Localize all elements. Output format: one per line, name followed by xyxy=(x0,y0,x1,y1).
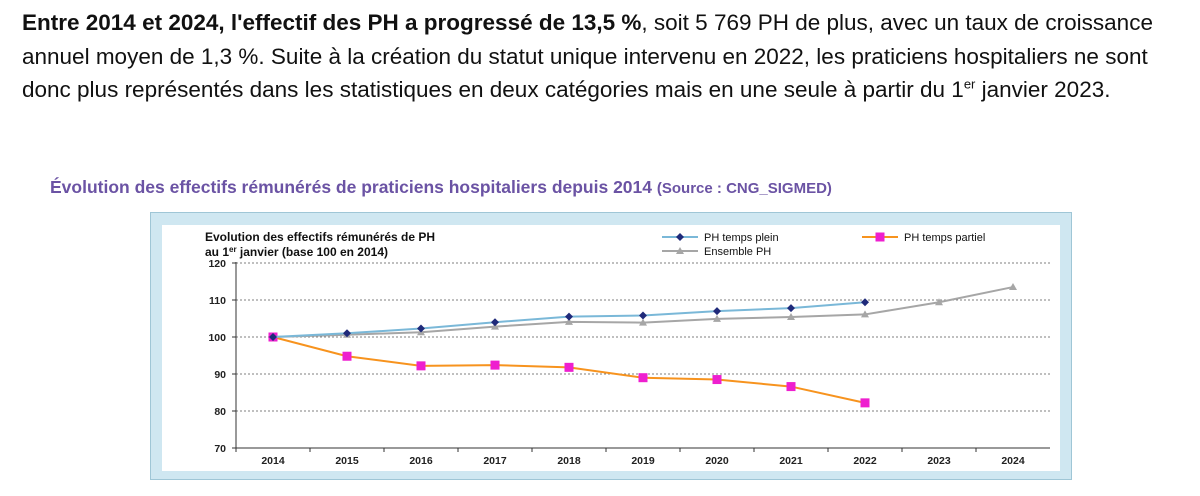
legend-marker-partiel xyxy=(875,232,885,242)
x-tick-label-2018: 2018 xyxy=(557,455,581,467)
x-tick-label-2014: 2014 xyxy=(261,455,285,467)
point-plein-2017 xyxy=(491,318,499,327)
chart-panel: Evolution des effectifs rémunérés de PH … xyxy=(162,225,1060,471)
x-tick-label-2017: 2017 xyxy=(483,455,507,467)
x-tick-label-2024: 2024 xyxy=(1001,455,1025,467)
chart-title-line1: Evolution des effectifs rémunérés de PH xyxy=(205,230,435,244)
point-plein-2016 xyxy=(417,324,425,333)
point-ensemble-2020 xyxy=(713,314,721,322)
chart-title-line2: au 1er janvier (base 100 en 2014) xyxy=(205,245,388,259)
legend-label-partiel: PH temps partiel xyxy=(904,232,985,244)
legend-marker-ensemble xyxy=(676,247,684,254)
y-tick-label: 100 xyxy=(208,332,226,344)
legend-label-ensemble: Ensemble PH xyxy=(704,246,771,258)
intro-superscript: er xyxy=(963,76,976,92)
chart-caption: Évolution des effectifs rémunérés de pra… xyxy=(50,177,832,198)
point-plein-2018 xyxy=(565,312,573,321)
caption-source: (Source : CNG_SIGMED) xyxy=(656,180,832,197)
line-chart: Evolution des effectifs rémunérés de PH … xyxy=(205,230,1050,467)
point-plein-2014 xyxy=(269,333,277,341)
point-ensemble-2021 xyxy=(787,313,795,321)
x-tick-label-2019: 2019 xyxy=(631,455,655,467)
intro-sentence: , soit 5 769 PH de plus, avec un taux de… xyxy=(22,10,1153,102)
point-plein-2019 xyxy=(639,311,647,320)
chart-title-line2-sup: er xyxy=(229,245,237,254)
y-tick-label: 80 xyxy=(214,406,226,418)
point-partiel-2018 xyxy=(564,362,574,372)
point-ensemble-2024 xyxy=(1009,283,1017,291)
chart-legend: PH temps plein PH temps partiel Ensemble P… xyxy=(662,232,985,258)
x-tick-label-2021: 2021 xyxy=(779,455,803,467)
point-partiel-2020 xyxy=(712,375,722,385)
y-tick-label: 110 xyxy=(209,295,226,307)
point-ensemble-2022 xyxy=(861,310,869,318)
y-tick-label: 70 xyxy=(214,443,226,455)
point-partiel-2017 xyxy=(490,360,500,370)
point-partiel-2021 xyxy=(786,382,796,392)
legend-label-plein: PH temps plein xyxy=(704,232,779,244)
legend-marker-plein xyxy=(676,233,684,241)
chart-ticks: 70 80 90 100 110 120 2014 2015 2016 2017 2018 2019 2… xyxy=(208,258,1024,467)
point-ensemble-2018 xyxy=(565,317,573,325)
x-tick-label-2020: 2020 xyxy=(705,455,729,467)
y-tick-label: 90 xyxy=(214,369,226,381)
point-plein-2021 xyxy=(787,304,795,313)
chart-title-line2-post: janvier (base 100 en 2014) xyxy=(237,245,388,259)
intro-tail: janvier 2023. xyxy=(975,77,1111,102)
x-tick-label-2023: 2023 xyxy=(927,455,951,467)
point-partiel-2019 xyxy=(638,373,648,383)
chart-grid xyxy=(232,262,1050,452)
intro-bold-lead: Entre 2014 et 2024, l'effectif des PH a … xyxy=(22,10,642,35)
intro-paragraph: Entre 2014 et 2024, l'effectif des PH a … xyxy=(22,6,1190,107)
x-tick-label-2022: 2022 xyxy=(853,455,877,467)
point-plein-2020 xyxy=(713,307,721,316)
point-ensemble-2023 xyxy=(935,298,943,306)
caption-title: Évolution des effectifs rémunérés de pra… xyxy=(50,177,653,197)
point-partiel-2016 xyxy=(416,361,426,371)
x-tick-label-2015: 2015 xyxy=(335,455,359,467)
point-partiel-2022 xyxy=(860,398,870,408)
chart-series xyxy=(268,283,1017,408)
x-tick-label-2016: 2016 xyxy=(409,455,433,467)
chart-frame: Evolution des effectifs rémunérés de PH … xyxy=(150,212,1072,480)
point-partiel-2015 xyxy=(342,351,352,361)
point-plein-2015 xyxy=(343,329,351,338)
y-tick-label: 120 xyxy=(208,258,226,270)
point-plein-2022 xyxy=(861,298,869,307)
point-ensemble-2019 xyxy=(639,318,647,326)
chart-title-line2-pre: au 1 xyxy=(205,245,229,259)
